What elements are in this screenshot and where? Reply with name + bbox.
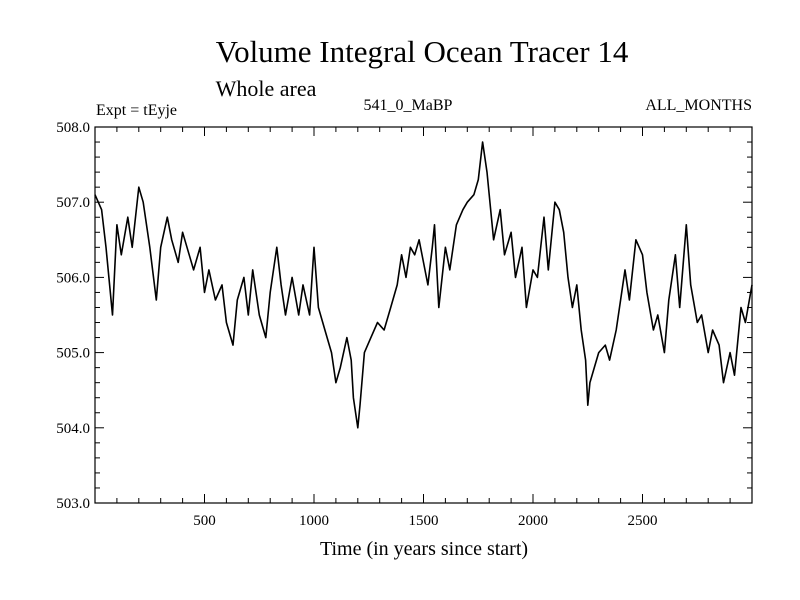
x-tick-label: 2000: [518, 513, 548, 529]
x-axis: 500 1000 1500 2000 2500: [116, 127, 731, 529]
y-tick-label: 503.0: [56, 496, 90, 512]
y-tick-label: 507.0: [56, 195, 90, 211]
x-tick-label: 1500: [409, 513, 439, 529]
months-label: ALL_MONTHS: [645, 97, 752, 114]
y-tick-label: 506.0: [56, 270, 90, 286]
y-tick-label: 504.0: [56, 421, 90, 437]
chart-title: Volume Integral Ocean Tracer 14: [216, 34, 629, 69]
chart-subtitle: Whole area: [216, 76, 317, 101]
x-tick-label: 2500: [628, 513, 658, 529]
y-tick-label: 505.0: [56, 346, 90, 362]
run-label: 541_0_MaBP: [364, 97, 453, 114]
y-tick-label: 508.0: [56, 120, 90, 136]
x-tick-label: 500: [193, 513, 216, 529]
experiment-label: Expt = tEyje: [96, 102, 177, 119]
y-axis: 503.0 504.0 505.0 506.0 507.0 508.0: [56, 120, 752, 512]
plot-frame: [94, 126, 753, 504]
x-tick-label: 1000: [299, 513, 329, 529]
series-line: [94, 141, 753, 429]
x-axis-label: Time (in years since start): [320, 538, 528, 560]
